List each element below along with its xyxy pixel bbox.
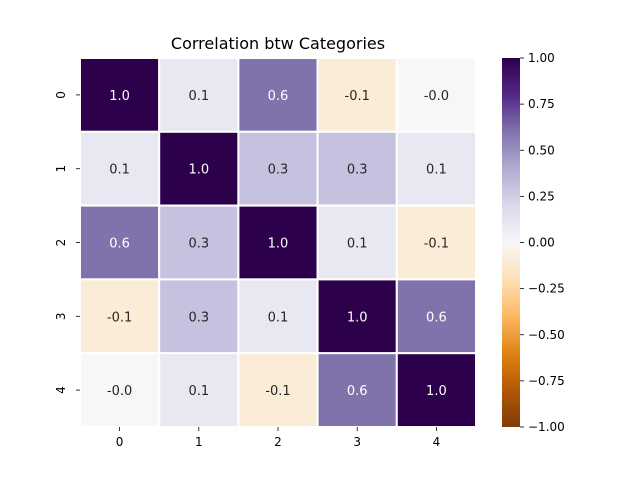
cell-label-3-3: 1.0 [347, 310, 368, 325]
y-tick-label-3: 3 [54, 312, 68, 320]
x-tick-label-2: 2 [274, 435, 282, 449]
cell-label-1-3: 0.3 [347, 163, 368, 178]
colorbar-tick-label-4: 0.00 [528, 236, 555, 250]
heatmap-cells: 1.0 0.1 0.6 -0.1 -0.0 0.1 1.0 0.3 0.3 0.1 0.6 0.3 1.… [79, 57, 477, 429]
cell-label-4-4: 1.0 [426, 384, 447, 399]
heatmap-cell-1-2 [237, 130, 319, 207]
heatmap-cell-3-4 [395, 278, 477, 355]
heatmap-cell-3-2 [237, 278, 319, 355]
heatmap-cell-4-2 [237, 352, 319, 429]
chart-title: Correlation btw Categories [171, 34, 385, 53]
colorbar-tick-label-1: 0.75 [528, 97, 555, 111]
cell-label-4-1: 0.1 [188, 384, 209, 399]
x-tick-label-4: 4 [433, 435, 441, 449]
cell-label-0-3: -0.1 [345, 89, 370, 104]
heatmap-cell-4-1 [158, 352, 240, 429]
y-axis: 0 1 2 3 4 [54, 91, 80, 394]
cell-label-2-2: 1.0 [268, 237, 289, 252]
heatmap-cell-1-4 [395, 130, 477, 207]
colorbar-tick-label-2: 0.50 [528, 143, 555, 157]
y-tick-label-4: 4 [54, 386, 68, 394]
cell-label-3-1: 0.3 [188, 310, 209, 325]
colorbar-tick-label-8: −1.00 [528, 420, 565, 434]
x-axis: 0 1 2 3 4 [116, 427, 440, 449]
cell-label-3-4: 0.6 [426, 310, 447, 325]
y-tick-label-0: 0 [54, 91, 68, 99]
heatmap-cell-2-1 [158, 204, 240, 281]
heatmap-cell-4-0 [79, 352, 161, 429]
cell-label-0-4: -0.0 [424, 89, 449, 104]
cell-label-4-0: -0.0 [107, 384, 132, 399]
cell-label-1-0: 0.1 [109, 163, 130, 178]
colorbar-tick-label-3: 0.25 [528, 189, 555, 203]
colorbar-tick-label-0: 1.00 [528, 51, 555, 65]
heatmap-cell-0-1 [158, 57, 240, 133]
cell-label-4-2: -0.1 [265, 384, 290, 399]
cell-label-4-3: 0.6 [347, 384, 368, 399]
x-tick-label-1: 1 [195, 435, 203, 449]
cell-label-1-4: 0.1 [426, 163, 447, 178]
cell-label-2-3: 0.1 [347, 237, 368, 252]
colorbar-gradient [502, 58, 520, 427]
x-tick-label-3: 3 [353, 435, 361, 449]
cell-label-0-0: 1.0 [109, 89, 130, 104]
y-tick-label-1: 1 [54, 165, 68, 173]
heatmap-cell-2-3 [316, 204, 398, 281]
y-tick-label-2: 2 [54, 239, 68, 247]
heatmap-cell-3-1 [158, 278, 240, 355]
cell-label-2-0: 0.6 [109, 237, 130, 252]
cell-label-0-1: 0.1 [188, 89, 209, 104]
x-tick-label-0: 0 [116, 435, 124, 449]
cell-label-1-1: 1.0 [188, 163, 209, 178]
colorbar-tick-label-5: −0.25 [528, 282, 565, 296]
cell-label-3-0: -0.1 [107, 310, 132, 325]
colorbar: 1.00 0.75 0.50 0.25 0.00 −0.25 −0.50 −0.75 −1.00 [502, 51, 565, 434]
cell-label-3-2: 0.1 [268, 310, 289, 325]
cell-label-1-2: 0.3 [268, 163, 289, 178]
cell-label-0-2: 0.6 [268, 89, 289, 104]
cell-label-2-4: -0.1 [424, 237, 449, 252]
cell-label-2-1: 0.3 [188, 237, 209, 252]
colorbar-tick-label-6: −0.50 [528, 328, 565, 342]
heatmap-cell-3-3 [316, 278, 398, 355]
colorbar-tick-label-7: −0.75 [528, 374, 565, 388]
